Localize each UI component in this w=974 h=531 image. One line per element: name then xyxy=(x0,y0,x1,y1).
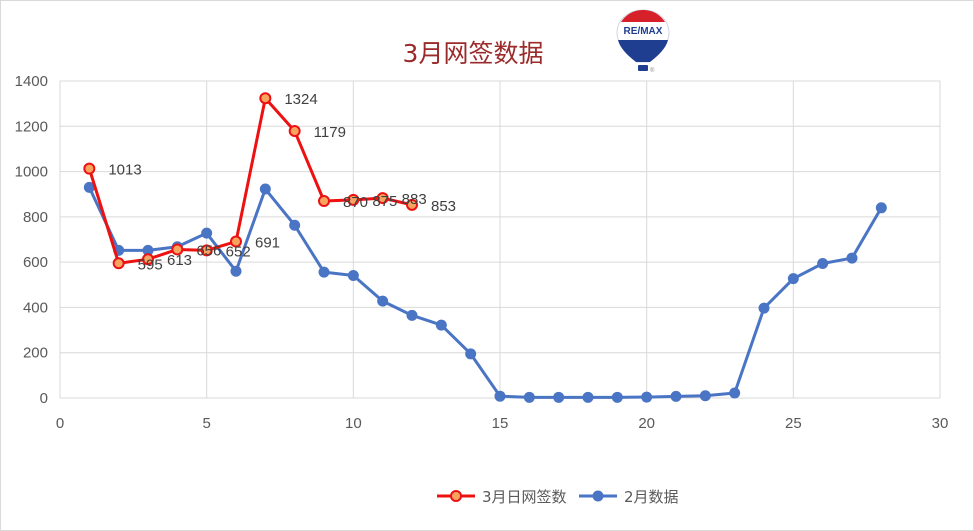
data-point xyxy=(288,125,301,138)
data-label: 853 xyxy=(431,198,456,215)
legend-swatch-marker xyxy=(450,490,462,502)
remax-balloon-logo: RE/MAX ® xyxy=(616,9,670,74)
series-lines xyxy=(83,92,887,403)
y-tick-label: 0 xyxy=(40,390,48,407)
data-label: 595 xyxy=(138,256,163,273)
data-point xyxy=(670,390,682,402)
data-point xyxy=(230,265,242,277)
data-label: 870 xyxy=(343,194,368,211)
data-point xyxy=(200,244,213,257)
x-tick-label: 5 xyxy=(202,415,210,432)
data-point xyxy=(171,243,184,256)
data-point xyxy=(406,198,418,211)
data-point xyxy=(347,193,360,206)
data-point xyxy=(406,309,418,321)
data-point xyxy=(523,391,535,403)
data-point xyxy=(611,391,623,403)
data-point xyxy=(817,258,829,270)
data-label: 613 xyxy=(167,252,192,269)
data-point xyxy=(787,273,799,285)
logo-registered-mark: ® xyxy=(650,67,655,74)
data-point xyxy=(435,319,447,331)
data-point xyxy=(230,235,242,248)
data-label: 883 xyxy=(402,191,427,208)
data-label: 1179 xyxy=(314,124,346,141)
data-label: 875 xyxy=(372,193,397,210)
x-tick-label: 15 xyxy=(492,415,509,432)
data-point xyxy=(699,390,711,402)
series-line-1 xyxy=(87,186,883,399)
y-tick-label: 200 xyxy=(23,345,48,362)
y-tick-label: 400 xyxy=(23,299,48,316)
data-point xyxy=(83,162,96,175)
data-point xyxy=(494,390,506,402)
data-point xyxy=(846,252,858,264)
data-point xyxy=(347,270,359,282)
chart-title: 3月网签数据 xyxy=(402,39,544,68)
axis-labels: 0 200 400 600 800 1000 1200 1400 0 5 10 15 20 25 30 xyxy=(15,73,949,432)
grid-lines xyxy=(59,80,941,399)
y-tick-label: 1000 xyxy=(15,164,48,181)
data-point xyxy=(376,192,389,205)
data-point xyxy=(377,295,389,307)
data-point xyxy=(582,391,594,403)
y-tick-label: 1400 xyxy=(15,73,48,90)
data-point xyxy=(553,391,565,403)
data-point xyxy=(112,257,125,270)
data-point xyxy=(641,391,653,403)
data-label: 1013 xyxy=(108,162,141,179)
legend-label: 2月数据 xyxy=(624,488,679,506)
data-label: 691 xyxy=(255,235,280,252)
data-point xyxy=(465,348,477,360)
logo-text: RE/MAX xyxy=(624,26,663,37)
legend-label: 3月日网签数 xyxy=(482,488,567,506)
x-tick-label: 20 xyxy=(638,415,655,432)
y-tick-label: 600 xyxy=(23,254,48,271)
data-point xyxy=(318,195,330,208)
data-point xyxy=(729,387,741,399)
data-point xyxy=(259,183,271,195)
data-point xyxy=(259,92,272,105)
x-tick-label: 0 xyxy=(56,415,64,432)
data-point xyxy=(289,219,301,231)
x-tick-label: 10 xyxy=(345,415,362,432)
data-point xyxy=(318,266,330,278)
legend-swatch-marker xyxy=(592,490,604,502)
y-tick-label: 1200 xyxy=(15,118,48,135)
data-label: 652 xyxy=(226,243,251,260)
data-point xyxy=(758,302,770,314)
x-tick-label: 30 xyxy=(932,415,949,432)
data-point xyxy=(142,253,154,266)
legend: 3月日网签数 2月数据 xyxy=(437,488,679,506)
x-tick-label: 25 xyxy=(785,415,802,432)
y-tick-label: 800 xyxy=(23,209,48,226)
series-line-0 xyxy=(87,96,413,265)
data-point xyxy=(201,227,213,239)
data-label: 656 xyxy=(196,242,221,259)
data-label: 1324 xyxy=(284,91,317,108)
data-point xyxy=(875,202,887,214)
